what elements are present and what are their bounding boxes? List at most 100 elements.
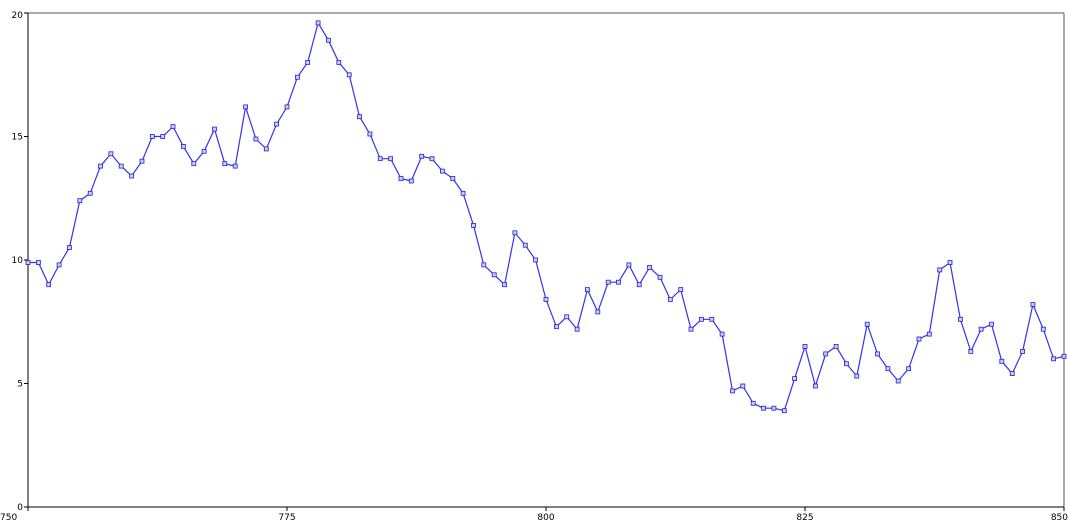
data-point [460,190,466,196]
x-tick-label: 800 [537,513,554,523]
data-point [67,245,72,251]
data-point [98,163,103,169]
y-tick-label: 20 [12,11,24,21]
data-point [906,366,911,372]
data-point [688,326,694,332]
data-point [108,151,114,157]
data-point [481,262,487,268]
data-point [450,176,456,181]
data-point [1030,302,1036,307]
data-point [854,373,860,379]
data-point [885,366,891,372]
data-point [502,282,508,288]
data-point [968,348,974,354]
x-tick-label: 825 [796,513,813,523]
y-tick-label: 5 [17,380,23,390]
data-point [232,163,238,169]
data-point [346,72,352,78]
data-point [771,405,777,411]
data-point [263,146,269,152]
series-group [25,20,1067,414]
x-tick-label: 775 [278,513,295,523]
data-point [160,134,166,139]
data-point [149,134,155,139]
data-point [999,358,1005,364]
data-point [284,104,290,110]
data-point [989,321,994,327]
data-point [118,163,124,169]
data-point [87,190,93,196]
data-point [419,153,425,159]
data-point [554,324,559,330]
data-point [740,383,746,389]
data-point [222,161,228,167]
data-point [699,316,704,322]
data-point [813,383,818,389]
data-point [294,74,300,80]
data-point [719,331,725,337]
data-point [491,272,497,278]
data-point [512,230,518,236]
data-point [543,297,549,302]
data-point [129,173,135,179]
data-point [191,161,197,167]
data-point [978,326,984,332]
data-point [325,37,331,43]
data-point [139,158,145,164]
data-point [77,198,83,204]
data-point [564,314,570,320]
data-point [875,351,880,357]
data-point [626,262,632,268]
data-point [1061,353,1067,359]
x-tick-label: 850 [1051,513,1068,523]
data-point [315,20,321,26]
data-point [1051,356,1056,362]
data-point [958,316,963,322]
data-point [357,114,362,120]
data-point [471,222,476,228]
data-point [781,408,787,414]
data-point [408,178,414,184]
y-tick-label: 15 [12,133,23,143]
data-point [730,388,735,394]
data-point [201,148,207,154]
series-line [28,21,1065,412]
data-point [926,331,932,337]
data-point [657,274,663,280]
data-point [274,121,280,127]
data-point [678,287,684,293]
data-point [636,282,642,288]
data-point [533,257,538,263]
data-point [792,376,797,382]
data-point [305,60,311,65]
y-tick-label: 10 [12,256,24,266]
data-point [750,400,756,406]
data-point [253,136,259,142]
data-point [937,267,943,273]
data-point [667,297,673,302]
data-point [336,60,342,65]
data-point [709,316,715,322]
data-point [823,351,829,357]
data-point [429,156,435,162]
data-point [1009,371,1015,377]
data-point [833,343,839,349]
data-point [947,260,953,265]
data-point [605,279,611,285]
data-point [180,143,186,149]
data-point [439,168,445,174]
data-point [574,326,580,332]
data-point [25,260,31,265]
data-point [522,242,528,248]
data-point [212,126,217,132]
data-point [761,405,766,411]
data-point [398,176,404,181]
data-point [36,260,41,265]
plot-frame [28,12,1065,507]
data-point [367,131,373,137]
data-point [170,124,176,129]
data-point [595,309,601,315]
axes: 750 775 800 825 850 0 5 10 15 20 [0,11,1068,523]
data-point [243,104,249,110]
data-point [916,336,922,342]
